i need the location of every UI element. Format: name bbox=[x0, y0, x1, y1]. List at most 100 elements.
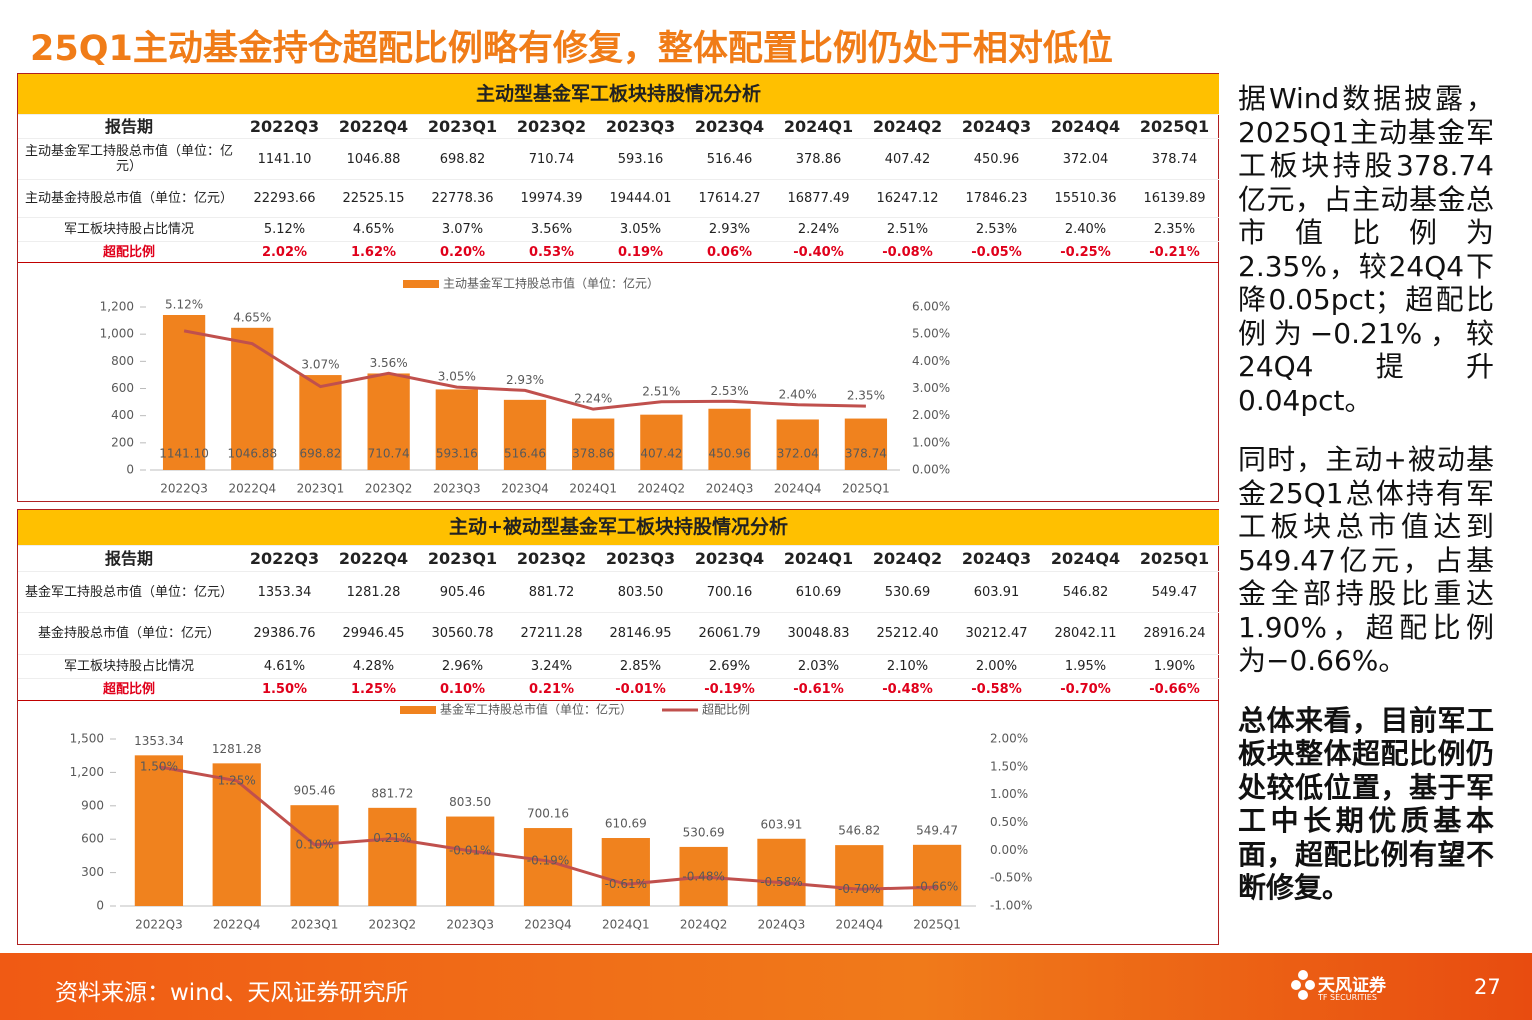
bar-value-label: 516.46 bbox=[504, 447, 546, 461]
table-cell: 0.19% bbox=[596, 242, 685, 263]
table-cell: 0.10% bbox=[418, 679, 507, 701]
table-cell: 2.51% bbox=[863, 218, 952, 242]
table-cell: 0.21% bbox=[507, 679, 596, 701]
table-cell: 2.24% bbox=[774, 218, 863, 242]
bar bbox=[572, 418, 615, 470]
table-cell: 378.74 bbox=[1130, 139, 1219, 180]
bar bbox=[757, 838, 806, 906]
table-cell: 0.20% bbox=[418, 242, 507, 263]
bar-value-label: 603.91 bbox=[760, 817, 802, 831]
table-cell: 2.10% bbox=[863, 655, 952, 679]
panel: 主动型基金军工板块持股情况分析 报告期 2022Q3 2022Q4 2023Q1 2023… bbox=[17, 73, 1219, 502]
y-tick-label: 0 bbox=[96, 899, 104, 913]
table-cell: 546.82 bbox=[1041, 572, 1130, 613]
line-value-label: 2.40% bbox=[779, 387, 817, 401]
logo: 天风证券 bbox=[1318, 976, 1386, 996]
line bbox=[158, 765, 938, 891]
table: 主动+被动型基金军工板块持股情况分析 报告期 2022Q3 2022Q4 2023Q1 2… bbox=[18, 510, 1219, 701]
x-tick-label: 2024Q3 bbox=[706, 482, 754, 496]
table-cell: -0.21% bbox=[1130, 242, 1219, 263]
y2-tick-label: 6.00% bbox=[912, 300, 950, 314]
line-value-label: 2.35% bbox=[847, 389, 885, 403]
bar bbox=[290, 805, 339, 906]
x-tick-label: 2022Q4 bbox=[213, 918, 261, 932]
table-cell: 698.82 bbox=[418, 139, 507, 180]
bar-value-label: 710.74 bbox=[368, 447, 410, 461]
x-tick-label: 2024Q2 bbox=[680, 918, 728, 932]
y-tick-label: 600 bbox=[111, 381, 134, 395]
line-value-label: 4.65% bbox=[233, 310, 271, 324]
bar-value-label: 1141.10 bbox=[159, 447, 209, 461]
line-value-label: 2.24% bbox=[574, 392, 612, 406]
x-tick-label: 2023Q2 bbox=[369, 918, 417, 932]
y2-tick-label: 3.00% bbox=[912, 381, 950, 395]
table-cell: 1.90% bbox=[1130, 655, 1219, 679]
line-value-label: 1.25% bbox=[218, 773, 256, 787]
bar bbox=[640, 414, 683, 470]
table-cell: 2.85% bbox=[596, 655, 685, 679]
line-value-label: -0.70% bbox=[838, 882, 880, 896]
header-cell: 2024Q1 bbox=[774, 115, 863, 139]
header-cell: 2023Q3 bbox=[596, 546, 685, 572]
table-cell: 516.46 bbox=[685, 139, 774, 180]
bar-value-label: 372.04 bbox=[777, 447, 819, 461]
paragraph: 总体来看，目前军工板块整体超配比例仍处较低位置，基于军工中长期优质基本面，超配比… bbox=[1238, 703, 1494, 905]
header-cell: 2024Q3 bbox=[952, 115, 1041, 139]
header-cell: 2022Q3 bbox=[240, 115, 329, 139]
table-cell: 22778.36 bbox=[418, 180, 507, 218]
y2-tick-label: 1.00% bbox=[990, 787, 1028, 801]
table-cell: 0.53% bbox=[507, 242, 596, 263]
bar-value-label: 881.72 bbox=[371, 786, 413, 800]
table-cell: 1.25% bbox=[329, 679, 418, 701]
table-cell: -0.40% bbox=[774, 242, 863, 263]
table-cell: 22525.15 bbox=[329, 180, 418, 218]
table-cell: 17846.23 bbox=[952, 180, 1041, 218]
y-tick-label: 600 bbox=[81, 832, 104, 846]
table-cell: 4.28% bbox=[329, 655, 418, 679]
table-cell: 19444.01 bbox=[596, 180, 685, 218]
x-tick-label: 2022Q4 bbox=[228, 482, 276, 496]
table-cell: -0.08% bbox=[863, 242, 952, 263]
source: 资料来源：wind、天风证券研究所 bbox=[55, 980, 409, 1006]
bar bbox=[601, 838, 650, 906]
table-cell: 15510.36 bbox=[1041, 180, 1130, 218]
table-cell: 军工板块持股占比情况 bbox=[18, 218, 240, 242]
bar bbox=[162, 315, 206, 470]
table-cell: 1.50% bbox=[240, 679, 329, 701]
bar-value-label: 378.74 bbox=[845, 447, 887, 461]
x-tick-label: 2024Q3 bbox=[758, 918, 806, 932]
table-cell: 2.53% bbox=[952, 218, 1041, 242]
x-tick-label: 2024Q2 bbox=[638, 482, 686, 496]
x-tick-label: 2022Q3 bbox=[135, 918, 183, 932]
x-tick-label: 2023Q4 bbox=[501, 482, 549, 496]
table-cell: -0.58% bbox=[952, 679, 1041, 701]
table-cell: 超配比例 bbox=[18, 679, 240, 701]
x-tick-label: 2024Q4 bbox=[835, 918, 883, 932]
y-tick-label: 1,200 bbox=[100, 300, 134, 314]
line-value-label: -0.66% bbox=[916, 880, 958, 894]
legend-label: 基金军工持股总市值（单位：亿元） bbox=[440, 702, 632, 717]
bar-value-label: 378.86 bbox=[572, 447, 614, 461]
bar-value-label: 610.69 bbox=[605, 817, 647, 831]
bar bbox=[367, 373, 410, 470]
header-cell: 报告期 bbox=[18, 115, 240, 139]
x-tick-label: 2023Q1 bbox=[291, 918, 339, 932]
bar-value-label: 407.42 bbox=[640, 447, 682, 461]
legend-swatch bbox=[400, 706, 436, 714]
table-cell: 主动基金军工持股总市值（单位：亿元） bbox=[18, 139, 240, 180]
table-cell: 4.65% bbox=[329, 218, 418, 242]
table-cell: 710.74 bbox=[507, 139, 596, 180]
table-cell: 4.61% bbox=[240, 655, 329, 679]
table-cell: 26061.79 bbox=[685, 613, 774, 655]
bar bbox=[835, 845, 884, 906]
line-value-label: 2.51% bbox=[642, 384, 680, 398]
charts: 0 200 400 600 800 1,000 1,200 0.00% 1.00% 2.00% 3.… bbox=[70, 276, 1033, 932]
table-cell: 2.69% bbox=[685, 655, 774, 679]
table-cell: 16247.12 bbox=[863, 180, 952, 218]
legend-label: 超配比例 bbox=[702, 702, 750, 717]
table-cell: 549.47 bbox=[1130, 572, 1219, 613]
table-cell: 30560.78 bbox=[418, 613, 507, 655]
header-cell: 2022Q3 bbox=[240, 546, 329, 572]
table-cell: 1046.88 bbox=[329, 139, 418, 180]
